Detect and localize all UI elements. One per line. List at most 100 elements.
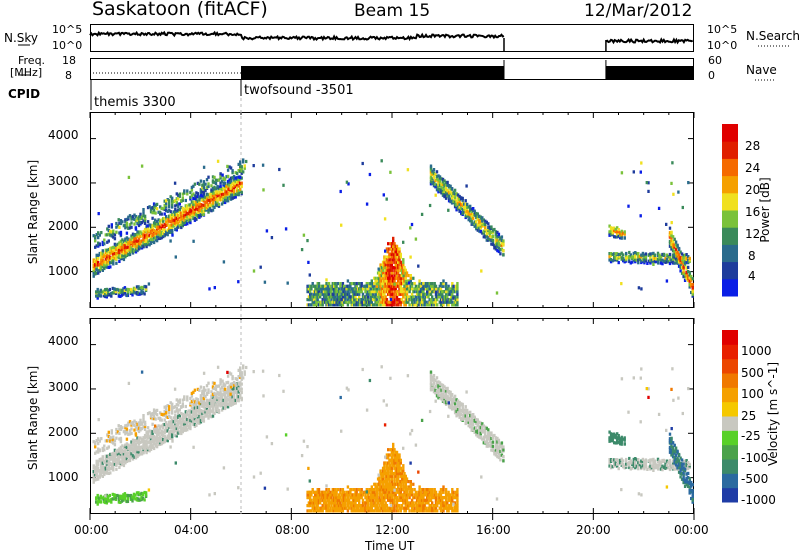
velocity-echo-cell [115,463,118,467]
power-echo-cell [163,203,166,207]
velocity-echo-cell [172,416,175,420]
power-echo-cell [392,292,395,296]
power-echo-cell [370,300,373,304]
velocity-echo-cell [119,445,123,449]
power-echo-cell [104,263,107,267]
velocity-echo-cell [432,377,436,381]
velocity-echo-cell [222,393,225,397]
velocity-echo-cell [431,509,434,513]
velocity-echo-cell [115,467,118,471]
power-echo-cell [98,268,101,272]
power-echo-cell [332,282,336,286]
power-echo-cell [128,226,132,230]
velocity-echo-cell [431,506,434,510]
velocity-echo-cell [101,461,104,465]
power-echo-cell [405,284,409,288]
velocity-echo-cell [104,500,107,505]
power-echo-cell [346,303,350,307]
velocity-echo-cell [398,466,401,470]
power-echo-cell [154,211,157,215]
velocity-echo-cell [118,447,121,451]
power-echo-cell [342,295,346,299]
power-echo-cell [239,181,242,185]
power-echo-cell [399,284,402,288]
power-echo-cell [219,184,222,188]
power-echo-cell [398,300,401,304]
velocity-echo-cell [381,490,385,494]
power-echo-cell [225,199,228,203]
power-echo-cell [192,192,195,196]
power-echo-cell [134,250,138,254]
power-echo-cell [155,224,159,228]
power-echo-cell [315,300,318,304]
power-colorbar-swatch [722,141,738,159]
velocity-echo-cell [107,430,110,434]
velocity-echo-cell [341,509,345,513]
velocity-echo-cell [405,496,409,500]
power-echo-cell [219,181,222,185]
power-echo-cell [342,300,346,304]
power-echo-cell [195,212,198,216]
power-echo-cell [420,287,424,291]
power-echo-cell [364,287,367,291]
power-echo-cell [198,198,201,202]
velocity-echo-cell [112,466,115,471]
velocity-ytick-1000: 1000 [48,470,79,484]
power-echo-cell [453,205,457,209]
velocity-echo-cell [225,381,228,385]
power-echo-cell [177,193,180,197]
power-echo-cell [383,284,386,288]
velocity-echo-cell [375,493,378,497]
power-echo-cell [210,193,213,197]
power-echo-cell [216,184,219,189]
velocity-echo-cell [220,403,224,407]
power-echo-cell [124,248,127,252]
velocity-echo-cell [422,509,425,513]
power-echo-cell [453,192,457,196]
velocity-echo-cell [95,459,98,463]
velocity-echo-cell [316,506,319,510]
power-echo-cell [376,276,380,280]
power-echo-cell [398,250,401,254]
velocity-echo-cell [325,496,328,500]
velocity-echo-cell [211,392,215,396]
power-echo-cell [104,233,107,237]
power-echo-cell [434,287,438,291]
power-echo-cell [388,303,391,307]
power-echo-cell [149,206,153,210]
power-echo-cell [216,200,219,204]
velocity-echo-cell [180,411,183,416]
power-echo-cell [429,292,433,296]
velocity-echo-cell [142,438,145,442]
power-echo-cell [415,300,419,304]
power-echo-cell [361,300,365,304]
velocity-echo-cell [456,408,460,412]
velocity-echo-cell [211,385,215,389]
velocity-echo-cell [349,501,352,505]
power-echo-cell [184,220,187,225]
velocity-echo-cell [330,504,333,508]
velocity-echo-cell [115,436,118,440]
velocity-echo-cell [107,465,110,469]
power-echo-cell [107,250,110,254]
power-echo-cell [429,164,433,168]
power-echo-cell [109,246,112,250]
velocity-echo-cell [228,403,231,407]
velocity-echo-cell [240,382,243,386]
velocity-echo-cell [199,385,203,389]
freq-left-label-1: Freq. [18,54,46,67]
velocity-echo-cell [228,400,231,404]
power-cb-tick-16: 16 [745,205,761,219]
power-echo-cell [383,255,386,259]
power-echo-cell [448,300,451,304]
power-echo-cell [433,300,436,304]
power-echo-cell [394,247,397,251]
power-echo-cell [165,205,168,209]
power-echo-cell [127,226,130,230]
power-echo-cell [439,282,443,286]
power-echo-cell [316,282,319,286]
sky-right-tick-top: 10^5 [707,23,738,36]
power-echo-cell [424,282,428,286]
power-echo-cell [398,292,401,296]
velocity-echo-cell [92,480,95,484]
